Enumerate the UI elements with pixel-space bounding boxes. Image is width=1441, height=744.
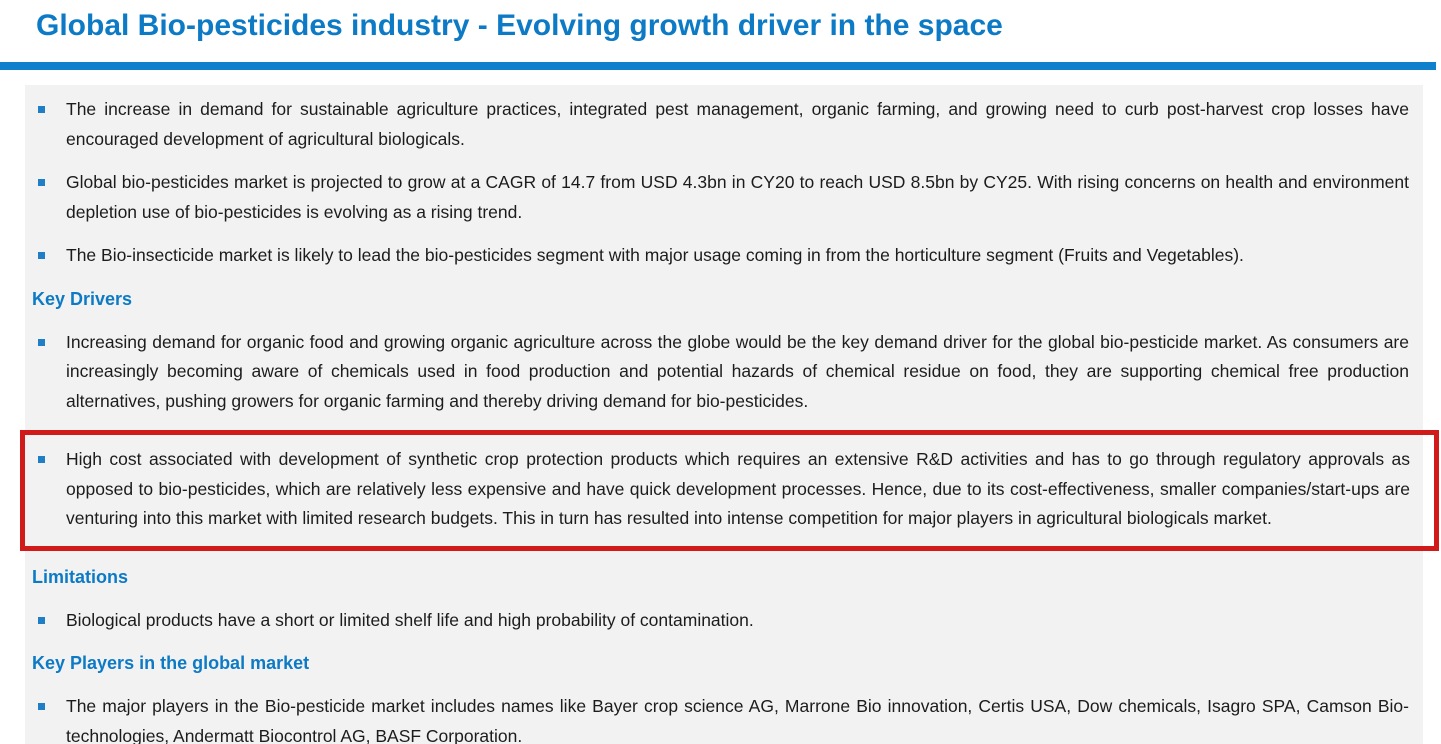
bullet-marker-col: [38, 445, 66, 463]
bullet-marker-col: [38, 168, 66, 186]
section-heading-key-drivers: Key Drivers: [32, 288, 133, 309]
bullet-marker-col: [38, 241, 66, 259]
title-divider: [0, 62, 1436, 70]
bullet-item-limitation-1: Biological products have a short or limi…: [38, 606, 1409, 636]
bullet-square-icon: [38, 703, 45, 710]
bullet-text: The increase in demand for sustainable a…: [66, 99, 1409, 149]
bullet-item-intro-2: Global bio-pesticides market is projecte…: [38, 168, 1409, 227]
bullet-text: The Bio-insecticide market is likely to …: [66, 245, 1244, 265]
bullet-square-icon: [38, 616, 45, 624]
bullet-item-intro-3: The Bio-insecticide market is likely to …: [38, 241, 1409, 271]
bullet-item-key-driver-1: Increasing demand for organic food and g…: [38, 328, 1409, 417]
section-heading-limitations: Limitations: [32, 566, 129, 587]
bullet-square-icon: [38, 106, 45, 113]
bullet-item-intro-1: The increase in demand for sustainable a…: [38, 95, 1409, 154]
highlight-box: High cost associated with development of…: [20, 430, 1439, 551]
bullet-text: High cost associated with development of…: [66, 449, 1410, 528]
bullet-text: Biological products have a short or limi…: [66, 609, 754, 630]
bullet-marker-col: [38, 692, 66, 710]
bullet-marker-col: [38, 95, 66, 113]
bullet-item-key-driver-2-highlighted: High cost associated with development of…: [38, 445, 1410, 534]
page-title: Global Bio-pesticides industry - Evolvin…: [36, 9, 1003, 42]
bullet-square-icon: [38, 179, 45, 186]
bullet-marker-col: [38, 606, 66, 624]
bullet-square-icon: [38, 456, 45, 463]
bullet-text: The major players in the Bio-pesticide m…: [66, 696, 1409, 744]
section-heading-key-players: Key Players in the global market: [32, 653, 310, 673]
bullet-square-icon: [38, 338, 45, 346]
bullet-text: Increasing demand for organic food and g…: [66, 331, 1409, 411]
bullet-marker-col: [38, 328, 66, 346]
content-panel: The increase in demand for sustainable a…: [20, 85, 1439, 744]
bullet-item-key-players-1: The major players in the Bio-pesticide m…: [38, 692, 1409, 744]
bullet-square-icon: [38, 252, 45, 259]
bullet-text: Global bio-pesticides market is projecte…: [66, 172, 1409, 222]
slide-header: Global Bio-pesticides industry - Evolvin…: [0, 0, 1441, 70]
